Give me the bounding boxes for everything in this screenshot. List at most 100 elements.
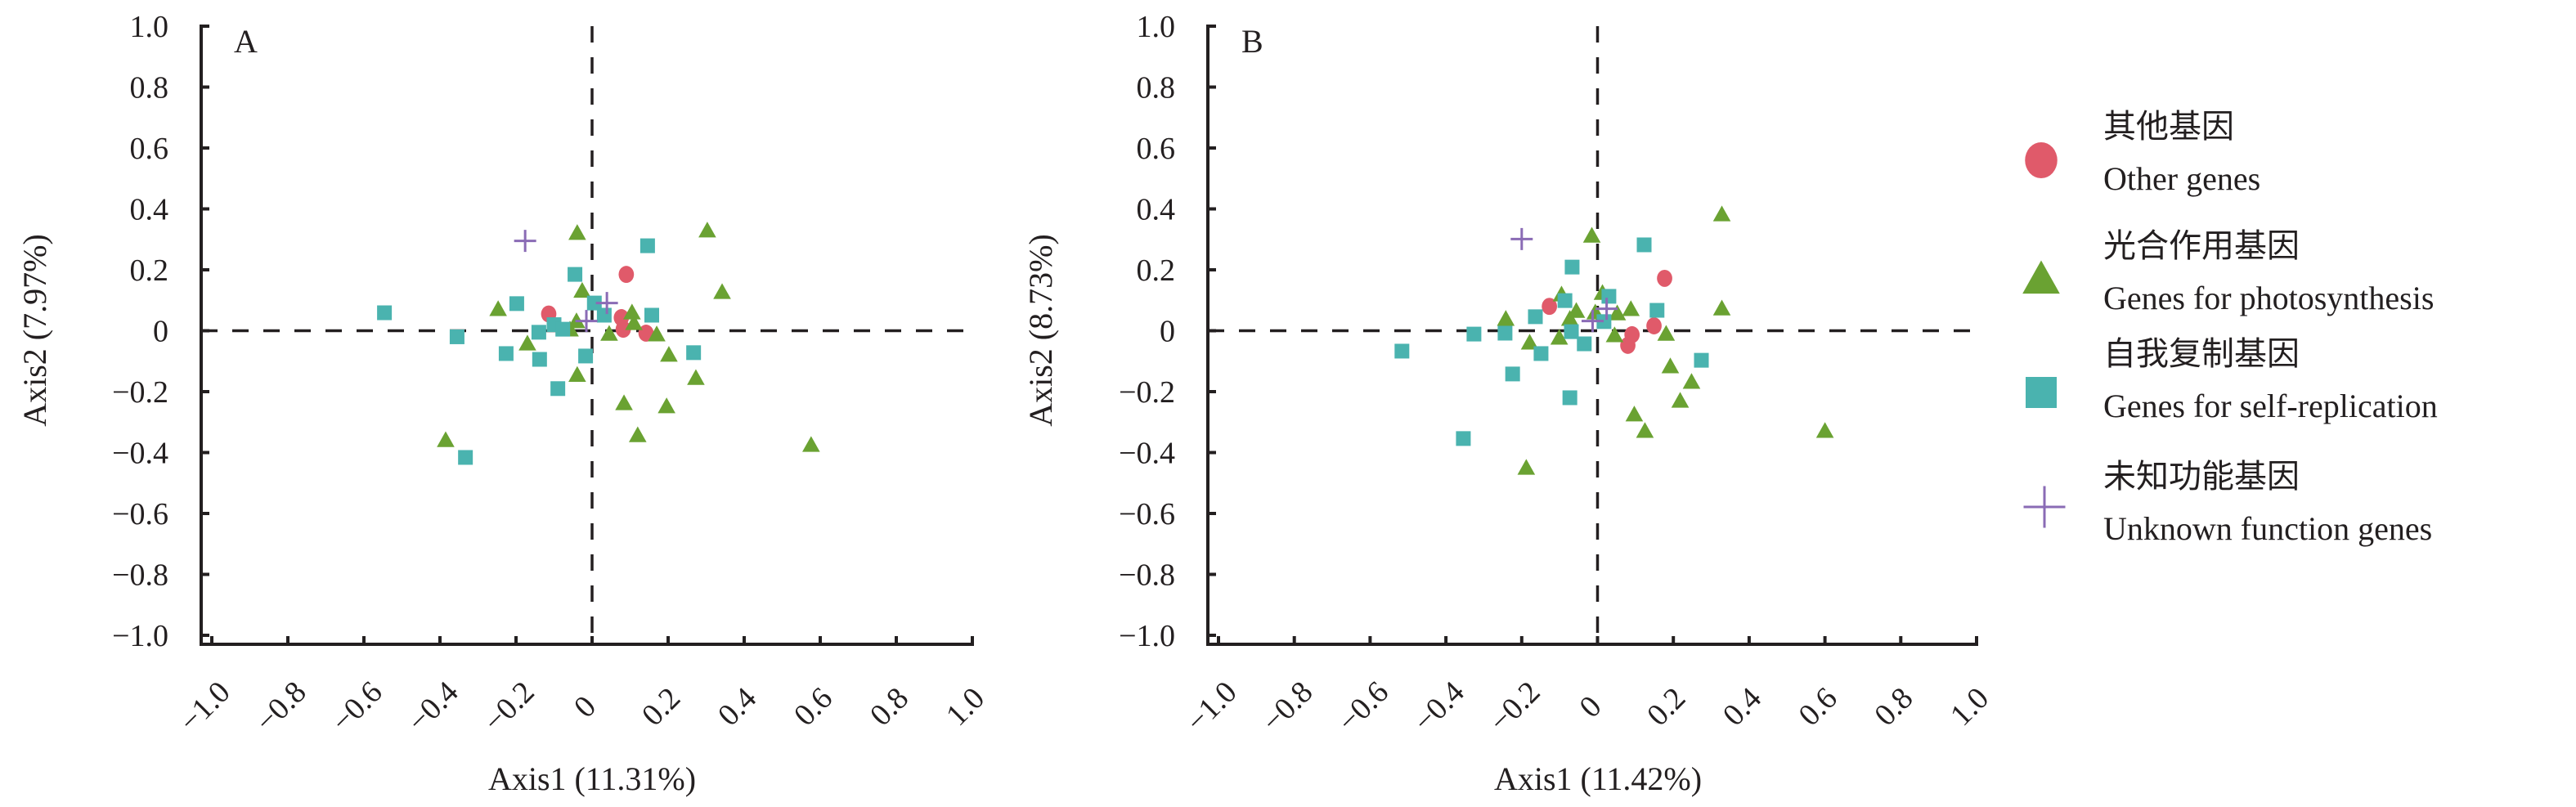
x-tick-label: −0.8 [1255,675,1319,738]
legend-label-en: Genes for self-replication [2103,388,2438,424]
y-tick-label: 0.8 [1137,71,1176,105]
circle-point [1646,317,1662,334]
y-tick-labels-a: 1.0 0.8 0.6 0.4 0.2 0 −0.2 −0.4 −0.6 −0.8 −1.0 [112,10,168,653]
triangle-point [625,314,643,330]
axes-b [1206,25,1978,646]
x-axis-title-b: Axis1 (11.42%) [1494,760,1702,797]
y-tick-label: 0.6 [1137,132,1176,166]
y-tick-label: −0.8 [112,558,168,593]
y-tick-label: −0.4 [1119,437,1175,471]
reference-lines-a [201,26,974,644]
x-tick-label: 1.0 [940,681,991,733]
y-tick-label: −0.4 [112,437,168,471]
plus-point [1510,227,1533,250]
triangle-point [1520,334,1539,350]
square-point [1601,289,1617,304]
square-point [1557,293,1573,308]
triangle-point [1608,304,1627,321]
scatter-points-b [1394,205,1834,475]
triangle-point [629,426,647,442]
square-point [1505,366,1520,382]
square-point [578,348,594,364]
legend-item-photosynthesis: 光合作用基因 Genes for photosynthesis [2022,227,2434,316]
legend-label-en: Other genes [2103,160,2260,197]
square-legend-swatch [2026,377,2057,408]
square-point [1564,324,1579,339]
y-tick-label: 0.2 [130,253,169,288]
x-tick-label: −0.8 [249,675,312,738]
square-point [377,305,393,321]
scatter-points-a [377,222,820,465]
triangle-point [802,436,820,452]
plus-legend-swatch [2023,486,2066,528]
triangle-point [1636,422,1654,438]
circle-marker-icon [2025,141,2058,179]
plus-point [1595,298,1618,321]
square-point [550,381,566,397]
x-tick-label: 1.0 [1944,681,1995,733]
legend-item-unknown-function: 未知功能基因 Unknown function genes [2023,458,2432,547]
triangle-point [648,325,666,342]
x-tick-label: 0.4 [1717,681,1768,733]
legend-label-zh: 未知功能基因 [2103,458,2300,495]
y-tick-label: −1.0 [112,619,168,653]
x-tick-label: 0.6 [788,681,839,733]
square-point [531,325,546,340]
square-point [449,329,464,344]
square-point [1533,346,1549,361]
triangle-point [1582,226,1601,243]
triangle-point [489,300,507,316]
triangle-point [1712,205,1731,222]
square-point [1456,431,1471,446]
square-point [555,321,571,337]
triangle-point [1517,459,1536,475]
square-point [686,345,702,361]
triangle-point [1497,310,1515,326]
x-tick-label: 0 [568,689,603,724]
square-point [1694,352,1709,368]
square-point [640,238,655,253]
x-tick-label: −0.2 [477,675,541,738]
circle-legend-swatch [2025,141,2058,179]
square-point [596,307,612,323]
y-tick-label: 0.8 [130,71,169,105]
y-tick-label: 0.2 [1137,253,1176,288]
plus-point [575,310,598,333]
reference-lines-b [1208,26,1978,644]
y-tick-label: 0 [153,315,168,349]
triangle-point [1661,357,1680,374]
y-tick-label: 0.6 [130,132,169,166]
circle-point [1657,269,1672,287]
x-tick-label: 0.6 [1792,681,1843,733]
square-point [1497,325,1513,341]
circle-point [1542,298,1557,316]
panel-label-a: A [234,23,258,60]
axes-a [200,25,974,646]
legend-item-self-replication: 自我复制基因 Genes for self-replication [2026,335,2438,424]
y-tick-label: −0.6 [1119,497,1175,531]
legend-label-zh: 其他基因 [2103,108,2234,145]
x-tick-labels-b: −1.0 −0.8 −0.6 −0.4 −0.2 0 0.2 0.4 0.6 0.8 1.0 [1179,675,1995,738]
triangle-point [660,346,678,362]
triangle-point [1625,406,1644,422]
y-tick-label: 0.4 [1137,193,1176,227]
x-tick-label: 0 [1573,689,1608,724]
triangle-point [1712,299,1731,316]
panel-a: A Axis1 (11.31%) Axis2 (7.97%) 1.0 0.8 0.6… [16,10,991,797]
x-tick-labels-a: −1.0 −0.8 −0.6 −0.4 −0.2 0 0.2 0.4 0.6 0.8 1.0 [173,675,991,738]
x-axis-title-a: Axis1 (11.31%) [488,760,696,797]
legend-label-en: Genes for photosynthesis [2103,280,2434,316]
x-tick-label: 0.8 [864,681,915,733]
y-tick-label: −0.2 [1119,375,1175,410]
x-tick-label: −0.4 [401,675,464,738]
square-point [1577,336,1592,352]
y-tick-label: 1.0 [130,10,169,44]
x-tick-label: 0.8 [1868,681,1919,733]
legend-label-zh: 自我复制基因 [2103,335,2300,372]
legend-label-en: Unknown function genes [2103,510,2432,547]
triangle-point [657,397,675,414]
circle-point [638,325,654,342]
y-tick-label: −1.0 [1119,619,1175,653]
triangle-legend-swatch [2022,260,2060,294]
